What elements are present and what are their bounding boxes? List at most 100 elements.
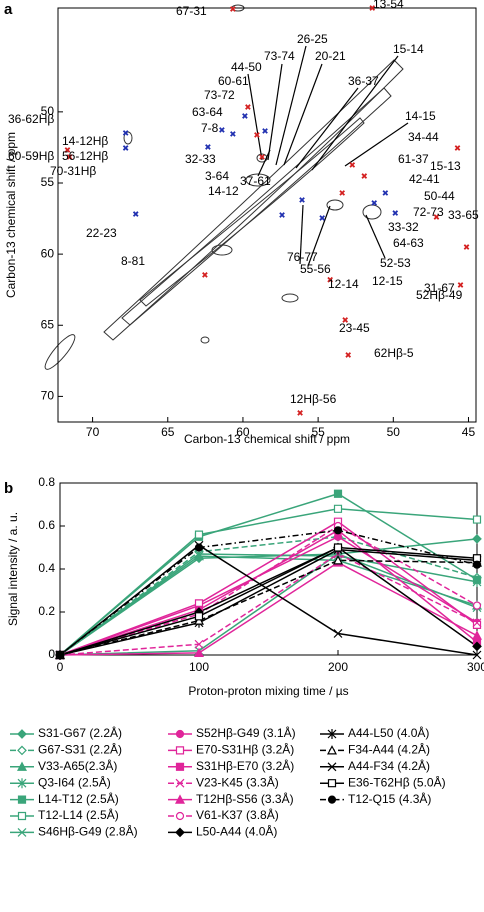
peak-annotation: 72-73 [413, 205, 444, 219]
peak [230, 131, 236, 137]
legend-label: G67-S31 (2.2Å) [38, 742, 122, 757]
y-tick-label: 0.6 [38, 518, 55, 532]
series-line [59, 492, 478, 656]
peak [371, 200, 378, 206]
peak [66, 154, 73, 160]
peak-annotation: 55-56 [300, 262, 331, 276]
peak [279, 212, 285, 218]
marker [472, 560, 482, 569]
x-axis-label: Proton-proton mixing time / µs [188, 684, 348, 698]
leader-line [247, 73, 263, 161]
panel-label: b [4, 480, 13, 497]
contour [121, 87, 392, 326]
marker [17, 795, 27, 804]
peak-annotation: 63-64 [192, 105, 223, 119]
leader-line [257, 149, 271, 177]
peak [242, 113, 248, 119]
marker [175, 794, 185, 804]
peak [349, 162, 356, 168]
peak [132, 211, 139, 217]
peak-annotation: 22-23 [86, 226, 117, 240]
x-tick-label: 60 [236, 425, 250, 439]
peak-annotation: 13-54 [373, 0, 404, 11]
y-tick-label: 0.2 [38, 604, 55, 618]
peak [433, 214, 440, 220]
peak-annotation: 56-12Hβ [62, 149, 108, 163]
peak [319, 215, 326, 221]
peak-annotation: 12-15 [372, 274, 403, 288]
marker [472, 554, 482, 563]
peak-annotation: 8-81 [121, 254, 145, 268]
legend-label: E36-T62Hβ (5.0Å) [348, 774, 446, 789]
contour [245, 173, 271, 187]
series-line [59, 538, 478, 656]
peak [327, 276, 333, 283]
leader-line [307, 205, 331, 267]
peak [122, 145, 129, 151]
peak [382, 190, 389, 196]
series-line [59, 559, 478, 656]
peak [254, 132, 260, 138]
peak-annotation: 34-44 [408, 130, 439, 144]
marker [17, 745, 27, 756]
legend-label: T12Hβ-S56 (3.3Å) [196, 791, 294, 806]
peak-annotation: 14-12Hβ [62, 134, 108, 148]
marker [472, 575, 482, 584]
x-tick-label: 50 [387, 425, 401, 439]
peak-annotation: 36-62Hβ [8, 112, 54, 126]
marker [175, 827, 185, 838]
peak-annotation: 14-15 [405, 109, 436, 123]
contour [362, 204, 382, 220]
peak-annotation: 50-44 [424, 189, 455, 203]
peak-annotation: 73-72 [204, 88, 235, 102]
marker [472, 534, 482, 544]
legend-label: S46Hβ-G49 (2.8Å) [38, 824, 138, 839]
marker [175, 746, 185, 755]
peak-annotation: 73-74 [264, 49, 295, 63]
peak-annotation: 31-67 [424, 281, 455, 295]
peak [361, 173, 368, 179]
peak-annotation: 15-13 [430, 159, 461, 173]
series-line [59, 546, 478, 656]
leader-line [267, 63, 283, 161]
peak-annotation: 36-37 [348, 74, 379, 88]
leader-lines [247, 45, 409, 267]
peak-annotation: 32-33 [185, 152, 216, 166]
series-line [59, 525, 478, 656]
legend-label: V61-K37 (3.8Å) [196, 807, 279, 822]
peak-annotation: 62Hβ-5 [374, 346, 414, 360]
marker [194, 612, 204, 621]
peak [369, 5, 376, 11]
y-tick-label: 0.4 [38, 561, 55, 575]
peak-annotation: 33-65 [448, 208, 479, 222]
series-line [59, 561, 478, 656]
peak [205, 144, 211, 150]
x-tick-label: 70 [86, 425, 100, 439]
marker [175, 811, 185, 821]
series-line [59, 553, 478, 656]
contour [103, 59, 404, 341]
legend-label: A44-L50 (4.0Å) [348, 725, 429, 740]
marker [175, 729, 185, 739]
marker [17, 827, 27, 837]
contour [211, 244, 233, 256]
marker [175, 778, 185, 788]
legend-label: T12-L14 (2.5Å) [38, 807, 119, 822]
legend-label: S31Hβ-E70 (3.2Å) [196, 758, 294, 773]
contour [281, 293, 299, 303]
marker [327, 729, 337, 739]
peak-annotation: 3-64 [205, 169, 229, 183]
x-tick-label: 0 [57, 660, 64, 674]
marker [333, 543, 343, 552]
legend-label: V23-K45 (3.3Å) [196, 774, 279, 789]
x-tick-label: 45 [462, 425, 476, 439]
series-line [59, 548, 478, 656]
leader-line [295, 87, 359, 169]
y-tick-label: 65 [41, 317, 55, 331]
series-line [59, 546, 478, 656]
peak-annotation: 42-41 [409, 172, 440, 186]
contour [256, 153, 268, 163]
marker [194, 639, 204, 649]
peak-annotation: 15-14 [393, 42, 424, 56]
